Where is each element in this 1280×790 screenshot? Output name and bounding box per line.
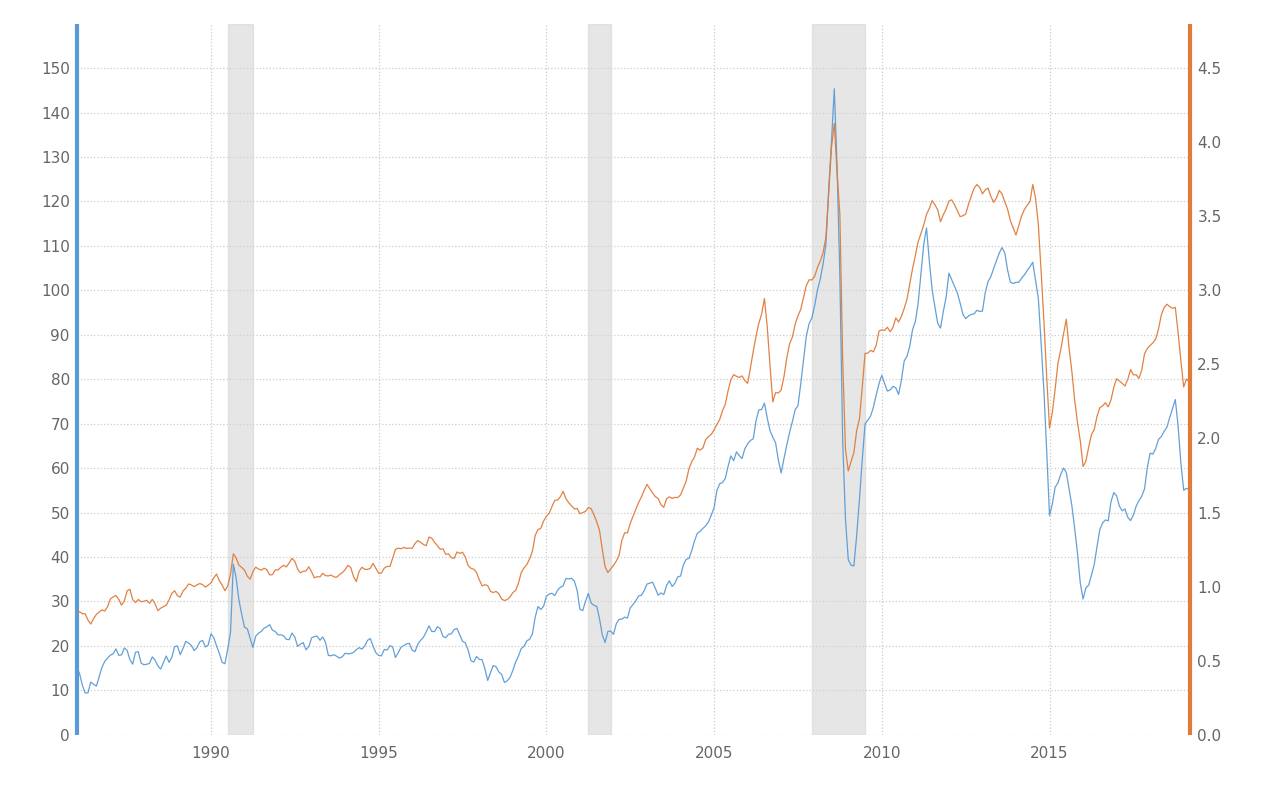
Bar	[812, 24, 865, 735]
Bar	[228, 24, 253, 735]
Bar	[589, 24, 611, 735]
